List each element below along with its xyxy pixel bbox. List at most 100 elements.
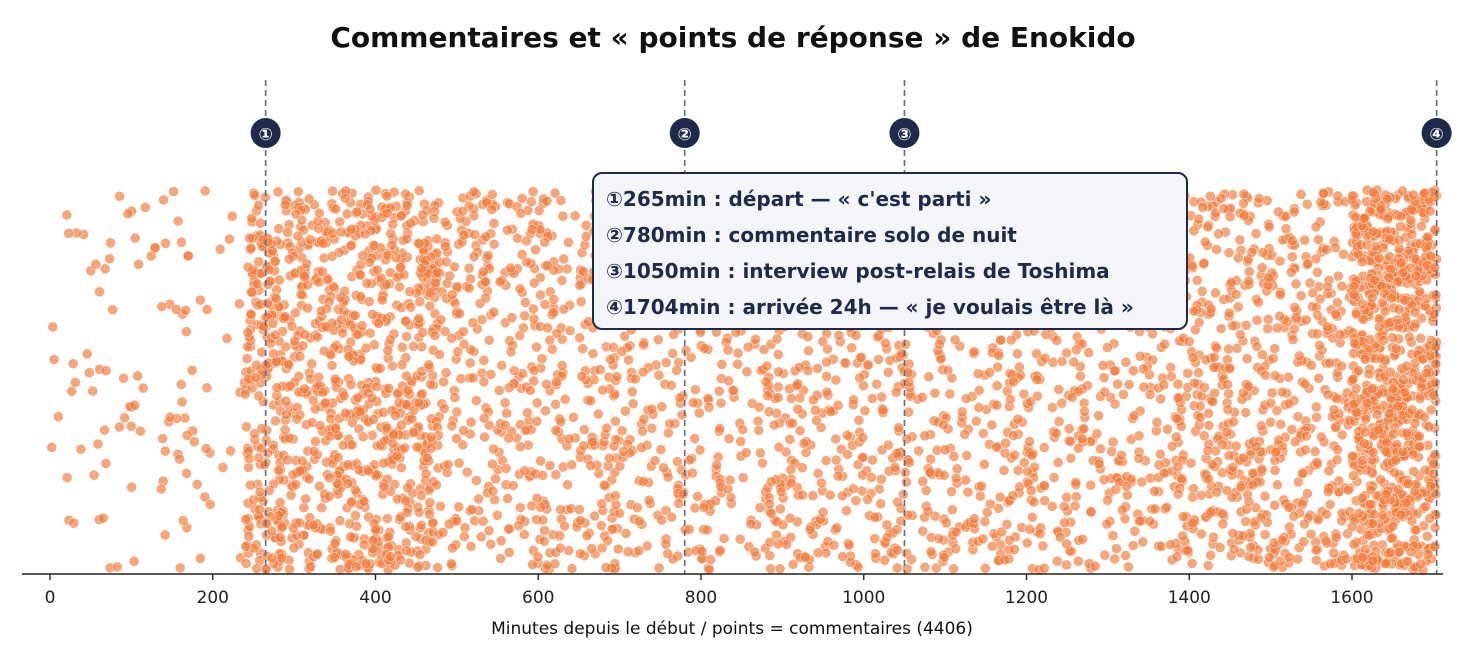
comment-point-3514 [1265,397,1277,409]
comment-point-2898 [1097,360,1109,371]
comment-point-2339 [925,453,936,465]
comment-point-1454 [468,186,480,198]
comment-point-1494 [578,440,590,452]
comment-point-3570 [1203,473,1214,485]
comment-point-1603 [638,413,650,425]
comment-point-2426 [992,361,1004,373]
comment-point-2560 [991,399,1003,411]
comment-point-1974 [841,505,852,517]
comment-point-2557 [981,507,993,518]
comment-point-898 [355,291,366,302]
scatter-points [46,184,1442,576]
comment-point-3050 [1234,234,1246,246]
comment-point-1839 [652,334,664,346]
comment-point-2767 [1061,491,1072,503]
comment-point-1864 [749,546,760,558]
comment-point-2262 [832,399,844,411]
comment-point-627 [366,429,378,441]
comment-point-4142 [1395,221,1406,232]
comment-point-4009 [1429,224,1441,236]
comment-point-1109 [282,358,294,370]
comment-point-2254 [803,345,814,357]
comment-point-2989 [1134,515,1146,527]
comment-point-751 [294,351,306,362]
comment-point-816 [251,278,263,290]
comment-point-2906 [1171,413,1183,425]
comment-point-2518 [1005,334,1017,346]
comment-point-1827 [687,467,698,479]
comment-point-3447 [1312,266,1323,278]
comment-point-4351 [1401,497,1412,509]
comment-point-4179 [1424,350,1436,361]
comment-point-3213 [1198,258,1210,270]
comment-point-925 [325,525,336,537]
comment-point-2606 [970,415,982,427]
comment-point-2565 [917,475,929,487]
comment-point-4216 [1429,377,1441,388]
comment-point-3559 [1321,244,1332,255]
comment-point-2274 [772,538,784,550]
comment-point-2959 [1066,391,1078,403]
comment-point-950 [324,472,335,484]
comment-point-1058 [336,314,347,326]
comment-point-865 [381,207,393,219]
comment-point-3588 [1243,380,1254,392]
comment-point-1647 [713,385,725,397]
comment-point-4367 [1409,418,1421,429]
comment-point-1522 [440,241,451,252]
comment-point-29 [128,555,140,567]
comment-point-3555 [1194,400,1206,412]
comment-point-1409 [465,344,477,356]
comment-point-4175 [1367,186,1379,198]
comment-point-1838 [623,354,634,366]
comment-point-4391 [1350,308,1362,320]
comment-point-3466 [1322,281,1334,293]
comment-point-952 [270,255,281,267]
comment-point-3374 [1189,377,1200,389]
comment-point-2730 [1123,379,1135,390]
comment-point-1804 [658,462,669,474]
comment-point-797 [296,455,308,467]
comment-point-1979 [763,406,775,418]
comment-point-3480 [1283,551,1295,563]
comment-point-2772 [1112,378,1123,390]
comment-point-2207 [809,404,821,416]
comment-point-1243 [577,343,589,355]
comment-point-1471 [601,422,612,434]
comment-point-1884 [753,425,765,436]
comment-point-3224 [1324,499,1336,510]
comment-point-1057 [423,484,435,496]
comment-point-838 [270,415,281,427]
comment-point-607 [361,277,373,289]
comment-point-954 [431,479,442,491]
comment-point-1687 [672,456,683,467]
comment-point-802 [400,315,412,327]
comment-point-3346 [1259,490,1271,502]
comment-point-106 [52,411,64,423]
comment-point-4350 [1380,558,1392,570]
comment-point-3155 [1244,266,1255,278]
comment-point-1435 [520,235,532,247]
comment-point-1451 [524,385,536,396]
comment-point-931 [304,234,316,245]
comment-point-3158 [1266,387,1278,399]
comment-point-27 [119,412,131,424]
comment-point-2393 [933,533,945,544]
comment-point-680 [324,491,335,502]
comment-point-2960 [1061,559,1072,571]
comment-point-2241 [869,533,881,544]
comment-point-2141 [830,433,842,445]
comment-point-1698 [727,385,739,396]
comment-point-1921 [831,522,843,534]
comment-point-3273 [1203,420,1215,431]
comment-point-1775 [693,407,705,419]
comment-point-2764 [1079,405,1090,417]
comment-point-2080 [890,386,902,398]
comment-point-2150 [785,477,797,489]
comment-point-1230 [539,299,551,310]
comment-point-779 [414,549,426,561]
comment-point-1257 [550,399,561,410]
comment-point-887 [283,432,295,444]
comment-point-1810 [742,341,754,353]
comment-point-1264 [585,395,597,407]
